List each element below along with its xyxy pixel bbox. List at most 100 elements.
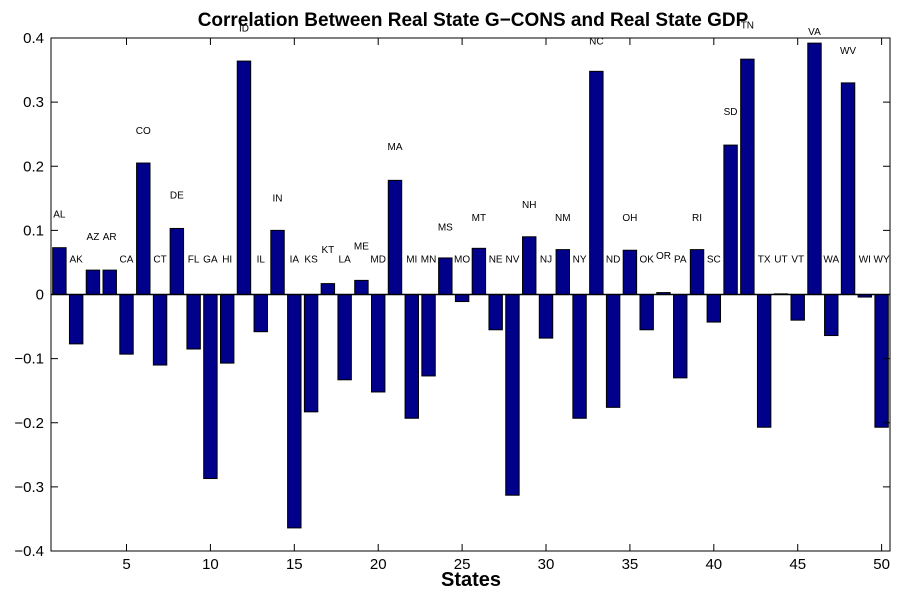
bar-oh <box>622 249 638 295</box>
x-tick-label: 30 <box>538 556 555 573</box>
state-label-nv: NV <box>505 254 519 265</box>
state-label-mn: MN <box>421 254 437 265</box>
x-tick-label: 20 <box>370 556 387 573</box>
bar-il <box>253 294 268 333</box>
bar-ma <box>387 179 403 295</box>
y-tick-label: −0.1 <box>14 351 44 368</box>
y-tick-label: 0 <box>36 287 44 304</box>
bar-fl <box>186 294 201 350</box>
y-tick-label: −0.2 <box>14 415 44 432</box>
state-label-la: LA <box>339 254 352 265</box>
bar-nj <box>538 294 554 339</box>
state-label-ms: MS <box>438 222 453 233</box>
x-tick-label: 5 <box>122 556 130 573</box>
bar-pa <box>673 294 688 379</box>
x-tick-label: 35 <box>622 556 639 573</box>
x-tick-label: 40 <box>705 556 722 573</box>
bar-nv <box>505 294 520 496</box>
bar-ny <box>572 294 587 419</box>
state-label-nm: NM <box>555 213 571 224</box>
bar-kt <box>320 283 336 296</box>
state-label-sc: SC <box>707 254 721 265</box>
bars-layer <box>52 42 889 529</box>
state-label-ri: RI <box>692 213 702 224</box>
state-label-ar: AR <box>103 232 117 243</box>
state-label-nj: NJ <box>540 254 552 265</box>
state-label-md: MD <box>370 254 386 265</box>
state-label-ne: NE <box>489 254 503 265</box>
x-tick-label: 50 <box>873 556 890 573</box>
state-label-mi: MI <box>406 254 417 265</box>
bar-ar <box>102 269 117 296</box>
state-label-ga: GA <box>203 254 218 265</box>
bar-ca <box>119 294 134 355</box>
bar-tx <box>756 294 772 428</box>
x-tick-label: 45 <box>789 556 806 573</box>
bar-ks <box>303 294 319 413</box>
state-label-pa: PA <box>674 254 687 265</box>
bar-va <box>807 42 822 295</box>
bar-ri <box>689 249 705 295</box>
y-tick-label: 0.1 <box>23 222 44 239</box>
state-label-az: AZ <box>87 232 100 243</box>
state-label-ca: CA <box>120 254 134 265</box>
state-label-fl: FL <box>188 254 200 265</box>
bar-me <box>354 279 369 296</box>
bar-wv <box>840 82 856 295</box>
bar-in <box>270 229 285 296</box>
bar-nc <box>589 70 604 295</box>
state-label-co: CO <box>136 126 151 137</box>
bar-ia <box>287 294 302 529</box>
x-tick-label: 25 <box>454 556 471 573</box>
state-label-ut: UT <box>774 254 787 265</box>
bar-tn <box>740 58 755 295</box>
state-label-id: ID <box>239 24 249 35</box>
x-axis-label: States <box>441 569 501 591</box>
state-label-hi: HI <box>222 254 232 265</box>
bar-wy <box>874 294 889 428</box>
bar-mn <box>421 294 436 377</box>
chart-title: Correlation Between Real State G−CONS an… <box>198 10 749 31</box>
bar-wa <box>824 294 839 337</box>
bar-de <box>169 227 185 295</box>
bar-mi <box>404 294 419 419</box>
bar-ok <box>639 294 654 331</box>
bar-nh <box>522 236 537 295</box>
state-label-ct: CT <box>153 254 166 265</box>
state-label-ia: IA <box>290 254 300 265</box>
state-label-ny: NY <box>573 254 587 265</box>
y-tick-label: 0.2 <box>23 158 44 175</box>
state-label-ok: OK <box>639 254 654 265</box>
bar-hi <box>219 294 235 364</box>
y-tick-label: 0.4 <box>23 30 44 47</box>
state-label-wv: WV <box>840 46 856 57</box>
bar-sc <box>706 294 722 323</box>
state-label-me: ME <box>354 242 369 253</box>
bar-mo <box>454 294 470 303</box>
state-label-mt: MT <box>472 213 486 224</box>
state-label-wa: WA <box>823 254 839 265</box>
x-tick-label: 10 <box>202 556 219 573</box>
state-label-in: IN <box>273 194 283 205</box>
y-tick-label: −0.3 <box>14 479 44 496</box>
state-label-nd: ND <box>606 254 620 265</box>
bar-az <box>85 269 101 296</box>
bar-md <box>371 294 386 393</box>
state-label-kt: KT <box>321 245 334 256</box>
bar-ct <box>152 294 168 366</box>
bar-ms <box>438 257 453 296</box>
state-label-ks: KS <box>304 254 318 265</box>
state-label-va: VA <box>808 27 821 38</box>
axes-layer: −0.4 −0.3 −0.2 −0.1 0 0.1 0.2 0.3 0.4 5 10 15 20 25 30… <box>14 30 891 573</box>
bar-nd <box>605 294 621 408</box>
state-label-tn: TN <box>741 20 754 31</box>
bar-ne <box>488 294 503 331</box>
bar-ak <box>68 294 84 345</box>
state-label-al: AL <box>53 210 66 221</box>
state-label-wy: WY <box>874 254 890 265</box>
state-label-il: IL <box>257 254 266 265</box>
bar-co <box>136 162 151 295</box>
state-label-de: DE <box>170 190 184 201</box>
